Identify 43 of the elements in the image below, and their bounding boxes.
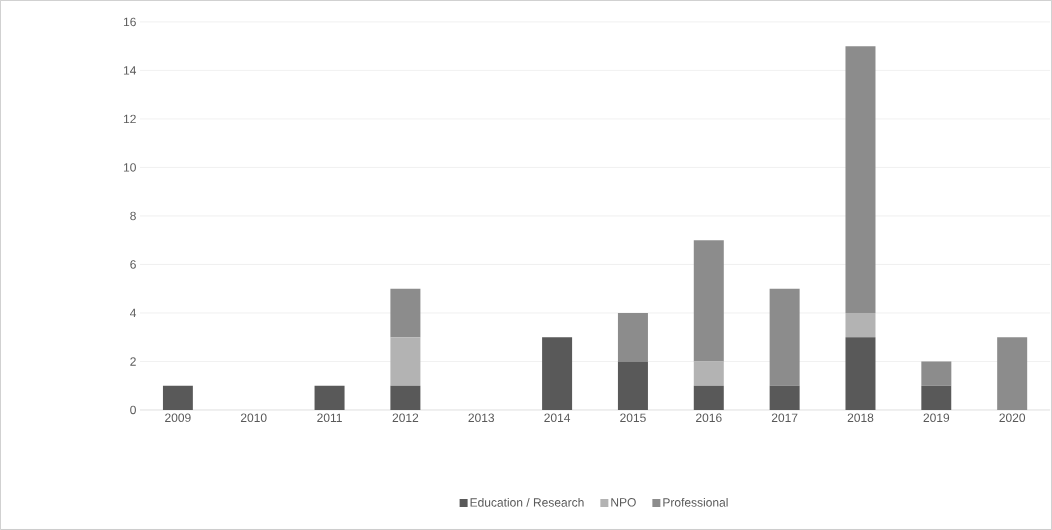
legend-label: NPO	[611, 498, 636, 507]
y-tick-label: 10	[123, 163, 136, 172]
bar	[617, 313, 648, 362]
x-tick-label: 2019	[923, 413, 950, 423]
legend-label: Professional	[663, 497, 728, 507]
y-tick-label: 8	[130, 211, 136, 221]
bar	[390, 337, 421, 386]
x-tick-label: 2014	[544, 413, 571, 423]
y-tick-label: 2	[130, 357, 136, 366]
y-tick-label: 0	[130, 405, 136, 415]
x-tick-label: 2018	[847, 413, 874, 423]
y-tick-label: 16	[123, 17, 136, 27]
bar	[390, 385, 421, 411]
bar	[845, 337, 876, 411]
legend-label: Education / Research	[470, 497, 584, 507]
bar	[693, 385, 724, 411]
x-tick-label: 2011	[317, 413, 342, 423]
bar	[693, 240, 724, 362]
x-tick-label: 2017	[771, 413, 798, 423]
bar	[845, 46, 876, 313]
bar	[997, 337, 1028, 411]
bar	[617, 361, 648, 411]
x-tick-label: 2016	[696, 413, 722, 423]
x-tick-label: 2013	[468, 413, 495, 423]
bar	[769, 385, 800, 411]
bar	[390, 288, 421, 338]
x-tick-label: 2009	[165, 413, 191, 423]
bar	[921, 385, 952, 411]
y-tick-label: 6	[130, 260, 136, 269]
bar	[542, 337, 573, 411]
x-tick-label: 2015	[620, 413, 646, 423]
bar	[314, 385, 345, 411]
bar	[693, 361, 724, 386]
x-tick-label: 2012	[392, 413, 419, 423]
x-tick-label: 2020	[999, 413, 1026, 423]
y-tick-label: 14	[123, 66, 137, 75]
y-tick-label: 12	[123, 114, 136, 124]
bar	[845, 313, 876, 338]
bar	[162, 385, 193, 411]
x-tick-label: 2010	[240, 413, 267, 423]
bar	[769, 288, 800, 386]
bar	[921, 361, 952, 386]
y-tick-label: 4	[130, 308, 137, 318]
